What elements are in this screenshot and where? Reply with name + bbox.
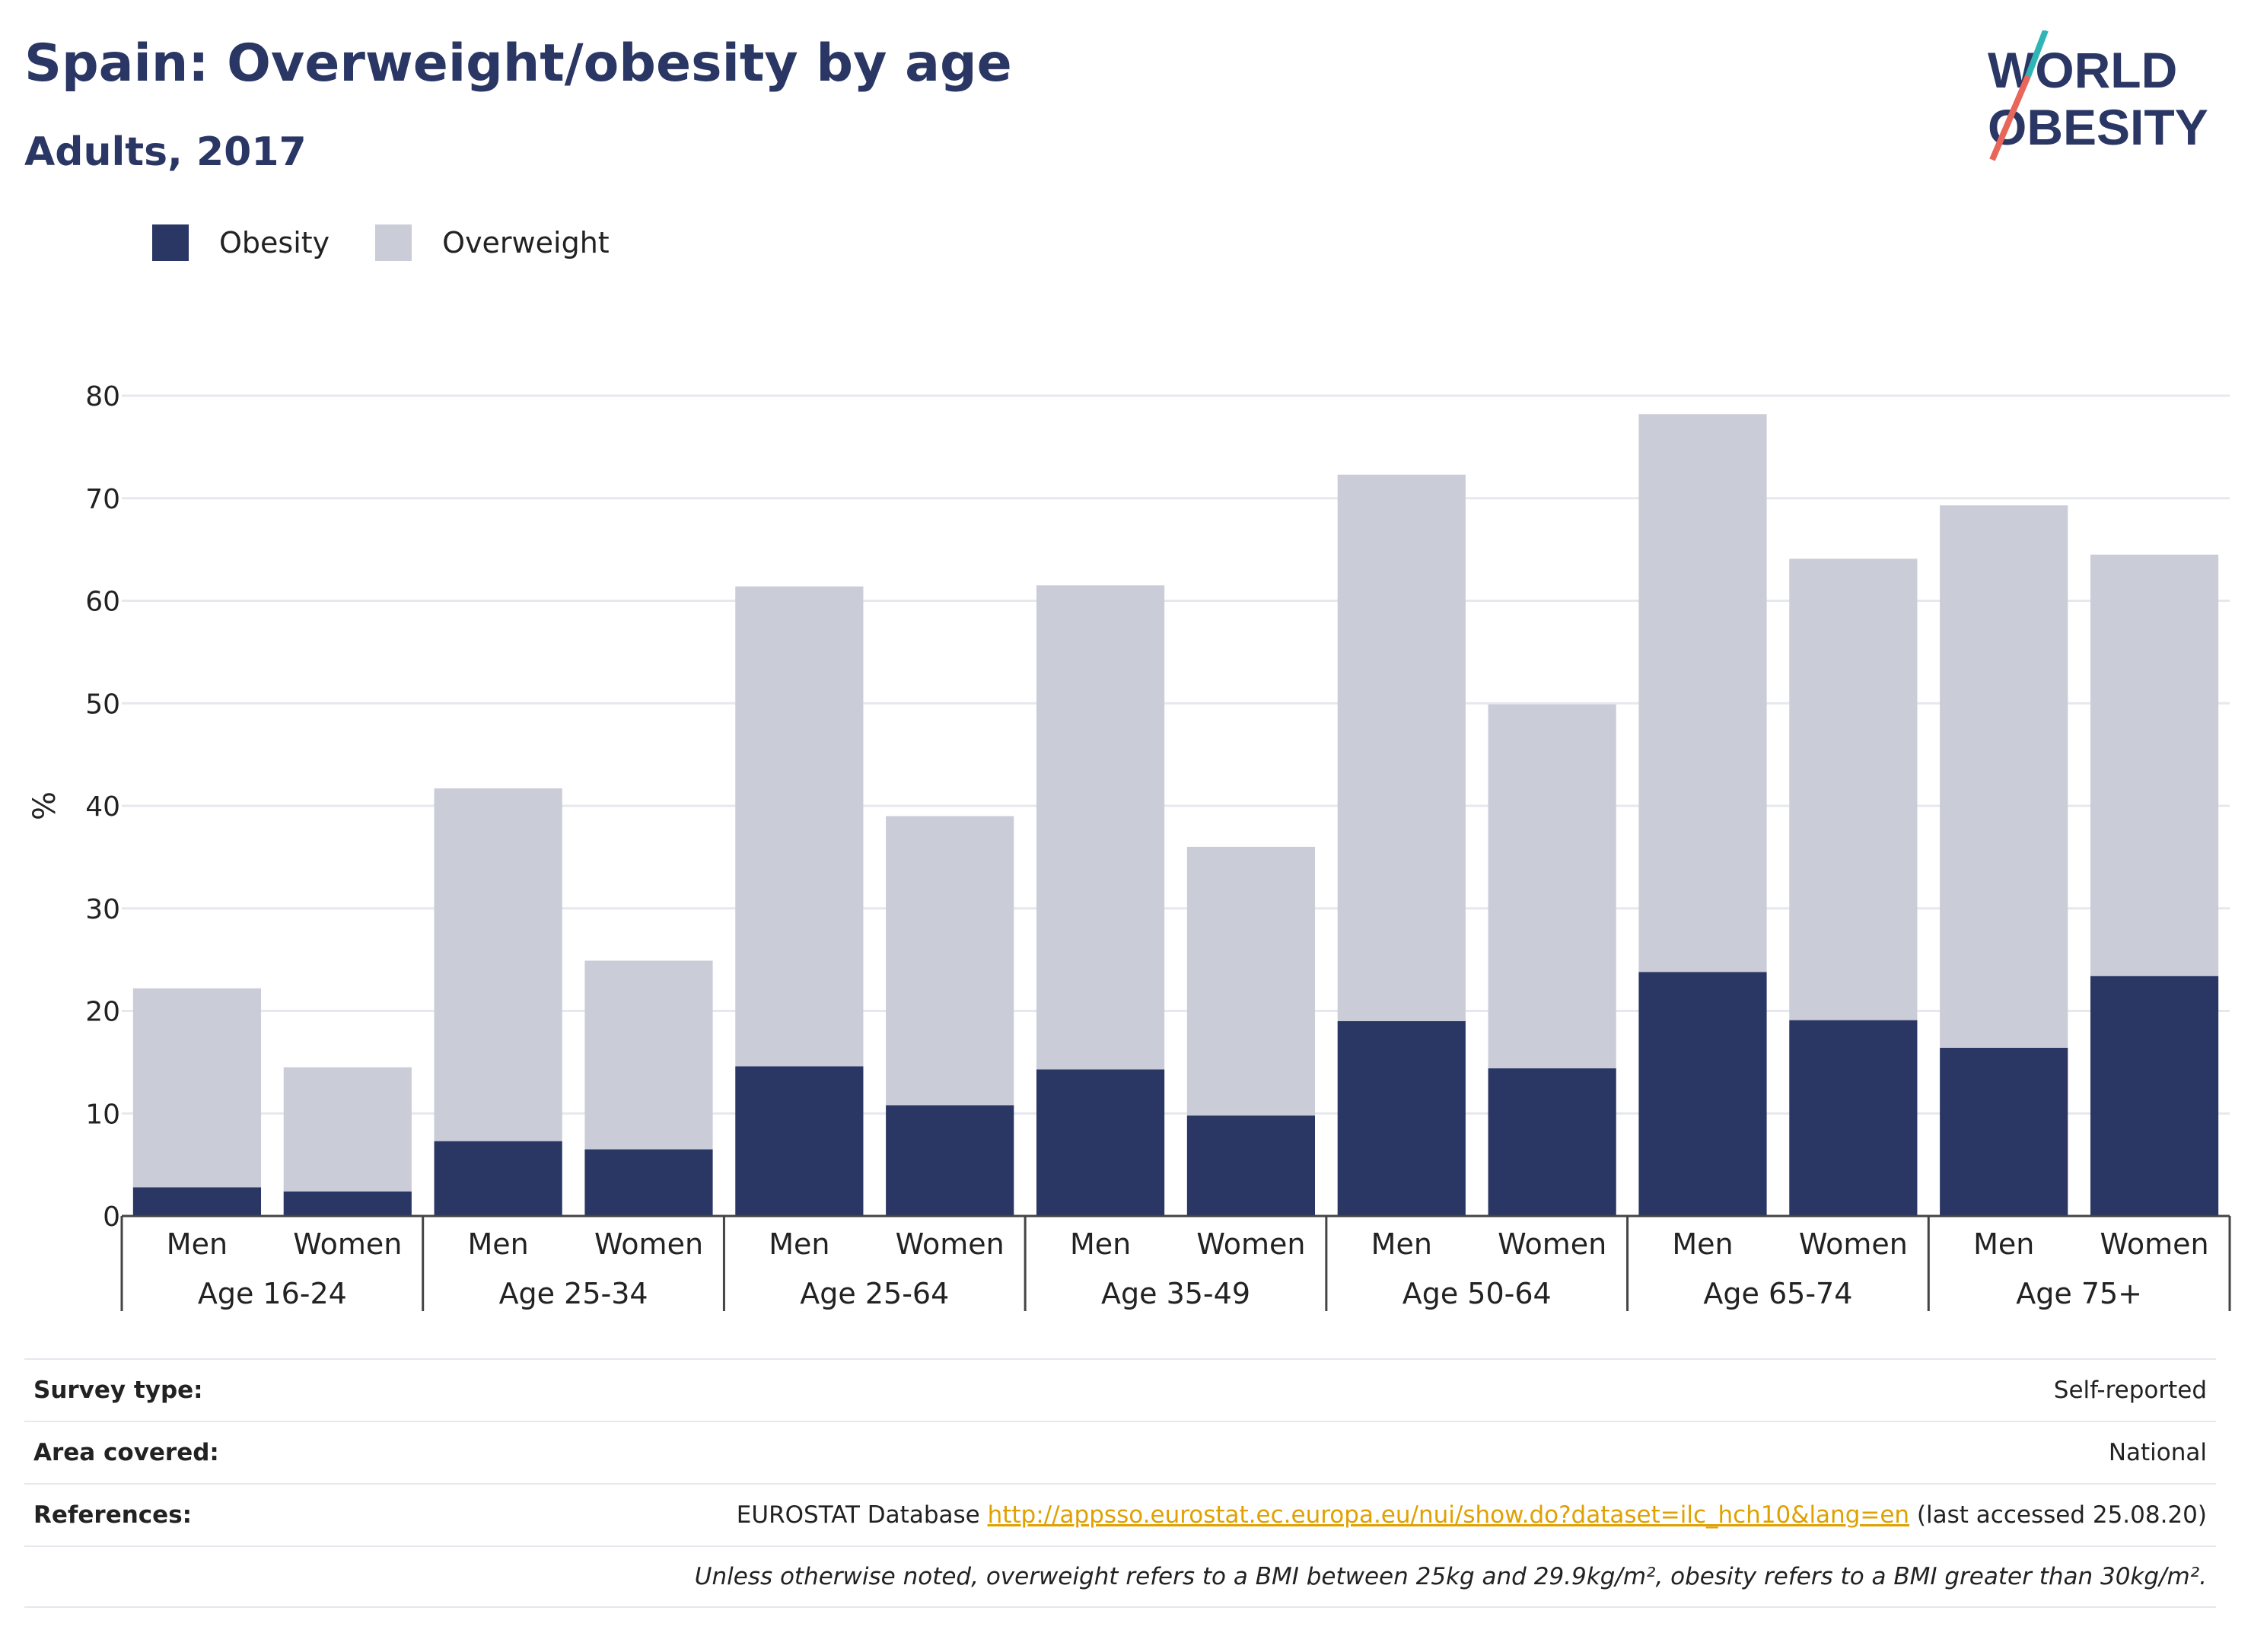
x-group-label: Age 25-64 (800, 1277, 949, 1310)
y-tick-label: 20 (85, 997, 120, 1028)
references-value: EUROSTAT Database http://appsso.eurostat… (737, 1501, 2207, 1529)
page-title: Spain: Overweight/obesity by age (24, 33, 1012, 94)
y-tick-label: 40 (85, 791, 120, 823)
bar-obesity (1036, 1069, 1165, 1216)
bar-obesity (1488, 1068, 1616, 1216)
bar-overweight (132, 988, 262, 1188)
x-group-label: Age 75+ (2016, 1277, 2142, 1310)
x-sub-label: Women (896, 1227, 1005, 1261)
chart-legend: Obesity Overweight (152, 224, 655, 261)
bar-overweight (1488, 704, 1616, 1068)
bar-obesity (434, 1141, 562, 1216)
bar-obesity (1337, 1020, 1466, 1216)
svg-text:OBESITY: OBESITY (1988, 99, 2208, 155)
references-label: References: (33, 1501, 193, 1529)
x-sub-label: Women (1799, 1227, 1908, 1261)
bar-overweight (735, 586, 864, 1067)
legend-label-overweight: Overweight (442, 226, 610, 259)
bar-obesity (2090, 976, 2219, 1216)
legend-label-obesity: Obesity (219, 226, 330, 259)
y-tick-label: 80 (85, 381, 120, 412)
area-value: National (2108, 1439, 2207, 1466)
y-tick-label: 10 (85, 1099, 120, 1130)
page-subtitle: Adults, 2017 (24, 129, 307, 175)
bmi-note: Unless otherwise noted, overweight refer… (694, 1563, 2207, 1590)
x-sub-label: Men (1672, 1227, 1733, 1261)
x-group-label: Age 16-24 (198, 1277, 347, 1310)
bar-overweight (283, 1067, 412, 1192)
bar-obesity (132, 1187, 262, 1216)
legend-swatch-overweight (375, 224, 412, 261)
y-tick-label: 50 (85, 689, 120, 720)
bar-overweight (434, 788, 562, 1141)
bar-obesity (584, 1149, 713, 1216)
x-sub-label: Women (594, 1227, 703, 1261)
bar-overweight (584, 960, 713, 1150)
meta-row-survey-type: Survey type: Self-reported (24, 1358, 2216, 1421)
x-sub-label: Men (167, 1227, 228, 1261)
legend-item-overweight: Overweight (375, 224, 610, 261)
bar-obesity (886, 1105, 1014, 1216)
svg-text:WORLD: WORLD (1988, 42, 2177, 98)
y-tick-label: 30 (85, 894, 120, 925)
bar-overweight (1789, 559, 1918, 1020)
y-tick-label: 60 (85, 587, 120, 618)
x-sub-label: Women (2100, 1227, 2209, 1261)
x-sub-label: Men (1973, 1227, 2034, 1261)
bar-overweight (1638, 414, 1767, 972)
bar-overweight (1036, 585, 1165, 1070)
bar-obesity (1789, 1020, 1918, 1216)
y-tick-label: 70 (85, 484, 120, 515)
meta-row-note: Unless otherwise noted, overweight refer… (24, 1545, 2216, 1608)
bar-obesity (283, 1191, 412, 1216)
bar-overweight (2090, 554, 2219, 976)
legend-swatch-obesity (152, 224, 189, 261)
area-label: Area covered: (33, 1439, 219, 1466)
x-sub-label: Women (293, 1227, 402, 1261)
metadata-table: Survey type: Self-reported Area covered:… (24, 1358, 2216, 1608)
x-sub-label: Men (1070, 1227, 1131, 1261)
bar-overweight (886, 816, 1014, 1106)
meta-row-area: Area covered: National (24, 1421, 2216, 1483)
y-axis-label: % (27, 791, 62, 820)
bar-obesity (1940, 1048, 2068, 1216)
stacked-bar-chart: 0 10 20 30 40 50 60 70 80% Men Women Men Women Men Wom… (27, 381, 2231, 1311)
bar-overweight (1186, 846, 1316, 1116)
world-obesity-logo: WORLD OBESITY (1988, 30, 2208, 161)
references-prefix: EUROSTAT Database (736, 1501, 988, 1529)
legend-item-obesity: Obesity (152, 224, 330, 261)
references-link[interactable]: http://appsso.eurostat.ec.europa.eu/nui/… (987, 1501, 1910, 1529)
x-sub-label: Men (468, 1227, 529, 1261)
x-sub-label: Women (1498, 1227, 1606, 1261)
x-group-label: Age 50-64 (1402, 1277, 1552, 1310)
x-sub-label: Men (1371, 1227, 1432, 1261)
survey-type-value: Self-reported (2053, 1377, 2207, 1404)
references-suffix: (last accessed 25.08.20) (1909, 1501, 2207, 1529)
y-tick-label: 0 (103, 1202, 120, 1233)
bar-overweight (1940, 505, 2068, 1049)
x-sub-label: Women (1196, 1227, 1305, 1261)
meta-row-references: References: EUROSTAT Database http://app… (24, 1483, 2216, 1545)
bar-overweight (1337, 474, 1466, 1021)
bar-obesity (735, 1066, 864, 1216)
x-group-label: Age 25-34 (499, 1277, 648, 1310)
bar-obesity (1186, 1115, 1316, 1216)
survey-type-label: Survey type: (33, 1377, 203, 1404)
x-sub-label: Men (769, 1227, 829, 1261)
bar-obesity (1638, 972, 1767, 1216)
x-group-label: Age 35-49 (1101, 1277, 1250, 1310)
x-group-label: Age 65-74 (1703, 1277, 1852, 1310)
